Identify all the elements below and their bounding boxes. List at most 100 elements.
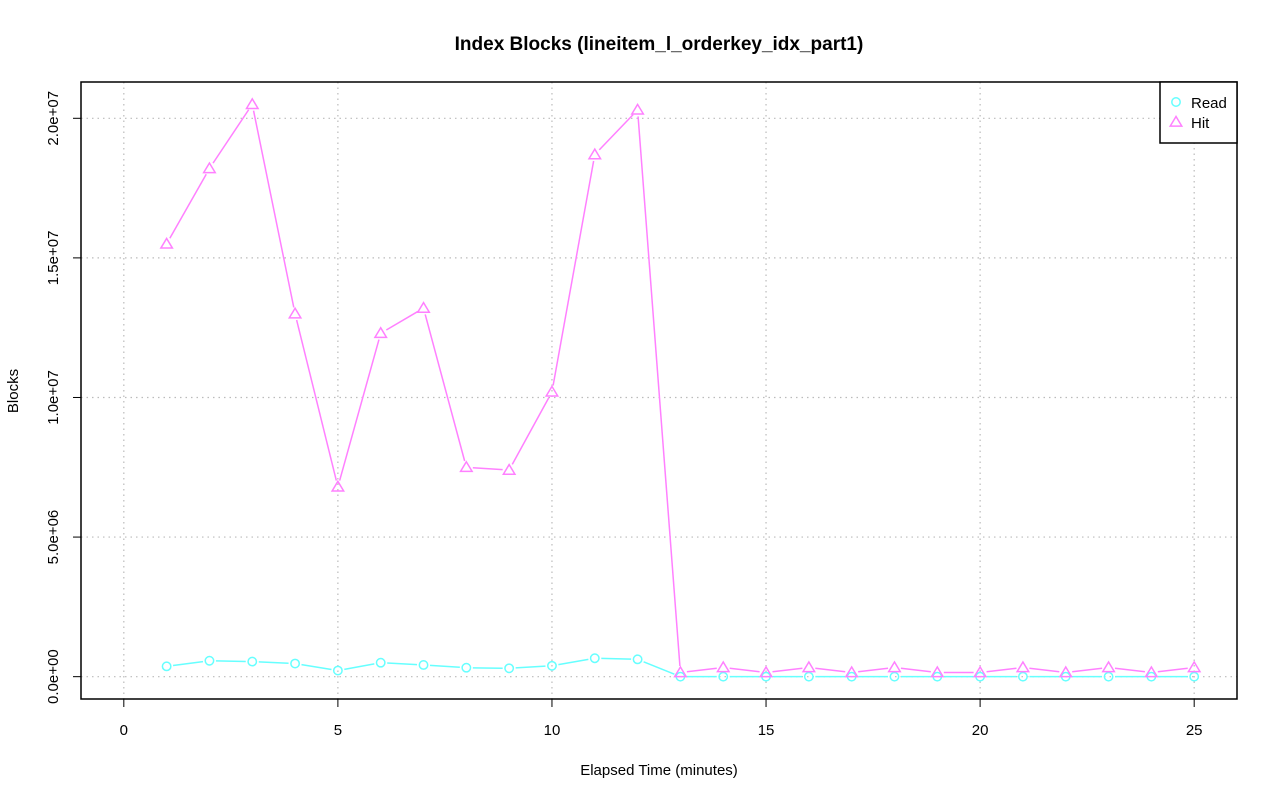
series-hit-segment — [598, 114, 634, 151]
series-read-segment — [215, 660, 246, 663]
series-hit-segment — [169, 173, 207, 239]
series-read-point — [461, 662, 472, 673]
series-read-segment — [258, 661, 289, 664]
y-tick-label: 5.0e+06 — [45, 510, 62, 565]
series-read-segment — [643, 661, 675, 675]
series-read-segment — [344, 663, 375, 671]
series-hit-segment — [686, 667, 717, 673]
series-hit-point — [930, 665, 945, 678]
series-hit-segment — [385, 310, 419, 331]
chart-title: Index Blocks (lineitem_l_orderkey_idx_pa… — [455, 34, 864, 55]
series-hit-segment — [900, 667, 931, 673]
series-read-segment — [429, 664, 460, 669]
series-read-point — [1189, 671, 1200, 682]
series-hit-point — [416, 301, 431, 314]
series-read-point — [1017, 671, 1028, 682]
series-hit-point — [1101, 660, 1116, 673]
x-tick-label: 5 — [334, 722, 342, 739]
x-tick-label: 15 — [758, 722, 775, 739]
x-tick-label: 0 — [120, 722, 128, 739]
series-hit-segment — [1157, 667, 1188, 673]
series-read-point — [247, 656, 258, 667]
series-hit-segment — [338, 339, 380, 481]
series-read-point — [803, 671, 814, 682]
y-tick-label: 1.0e+07 — [45, 370, 62, 425]
series-read-segment — [301, 663, 332, 671]
series-read-point — [161, 661, 172, 672]
series-hit-point — [673, 665, 688, 678]
x-tick-label: 20 — [972, 722, 989, 739]
series-hit-segment — [1114, 667, 1146, 673]
series-hit-point — [373, 326, 388, 339]
series-hit-segment — [511, 397, 550, 465]
series-read-point — [632, 654, 643, 665]
series-read-segment — [515, 665, 546, 669]
x-axis: 0 5 10 15 20 25 — [120, 698, 1203, 739]
series-read-segment — [172, 660, 204, 667]
series-hit-segment — [212, 109, 250, 164]
series-hit-point — [758, 665, 774, 678]
series-hit-segment — [472, 466, 503, 471]
series-hit-segment — [637, 116, 681, 667]
series-hit-segment — [552, 160, 595, 386]
x-axis-label: Elapsed Time (minutes) — [580, 762, 738, 779]
series-hit-point — [544, 384, 560, 397]
series-read-point — [204, 655, 215, 666]
y-axis-label: Blocks — [5, 369, 22, 413]
series-hit-segment — [815, 667, 846, 673]
legend: Read Hit — [1159, 81, 1238, 144]
series-hit-point — [330, 479, 345, 492]
series-hit-segment — [1029, 667, 1060, 673]
series-hit-segment — [729, 667, 760, 673]
series-hit — [159, 97, 1202, 678]
series-hit-point — [159, 236, 174, 249]
x-tick-label: 25 — [1186, 722, 1203, 739]
y-axis: 0.0e+00 5.0e+06 1.0e+07 1.5e+07 2.0e+07 — [45, 91, 82, 704]
series-hit-point — [245, 97, 260, 110]
series-hit-segment — [1072, 667, 1103, 673]
series-read-segment — [601, 657, 632, 660]
series-read-point — [504, 663, 515, 674]
series-read-point — [718, 671, 729, 682]
x-tick-label: 10 — [544, 722, 561, 739]
series-read-point — [375, 657, 386, 668]
y-tick-label: 0.0e+00 — [45, 649, 62, 704]
series-hit-point — [1187, 660, 1202, 673]
series-hit-point — [887, 660, 902, 673]
series-read-point — [332, 665, 343, 676]
series-read-segment — [387, 662, 418, 666]
series-hit-point — [801, 660, 816, 673]
series-hit-point — [630, 102, 645, 115]
series-hit-point — [202, 161, 217, 174]
series-hit-point — [973, 665, 988, 678]
y-tick-label: 2.0e+07 — [45, 91, 62, 146]
series-hit-segment — [986, 667, 1017, 673]
y-tick-label: 1.5e+07 — [45, 231, 62, 286]
series-hit-segment — [252, 110, 295, 308]
series-read-point — [889, 671, 900, 682]
series-read-point — [589, 653, 600, 664]
series-hit-point — [502, 463, 517, 475]
series-read-point — [547, 660, 557, 671]
series-hit-point — [1058, 665, 1073, 678]
series-hit-point — [1015, 660, 1031, 673]
series-read-point — [1103, 671, 1114, 682]
series-hit-segment — [772, 667, 803, 673]
series-hit-point — [459, 460, 474, 473]
legend-box — [1159, 81, 1238, 144]
series-read-point — [290, 658, 301, 669]
series-read-segment — [558, 658, 589, 666]
series-hit-point — [1144, 665, 1159, 678]
series-hit-segment — [424, 314, 466, 462]
series-read — [161, 653, 1200, 682]
series-hit-segment — [858, 667, 889, 673]
legend-marker-hit — [1168, 115, 1184, 127]
series-hit-point — [844, 665, 859, 678]
series-read-point — [418, 659, 429, 670]
legend-marker-read — [1171, 97, 1181, 107]
series-hit-point — [587, 147, 602, 160]
series-hit-point — [287, 306, 303, 319]
series-hit-segment — [295, 319, 338, 481]
series-layer — [159, 97, 1202, 682]
